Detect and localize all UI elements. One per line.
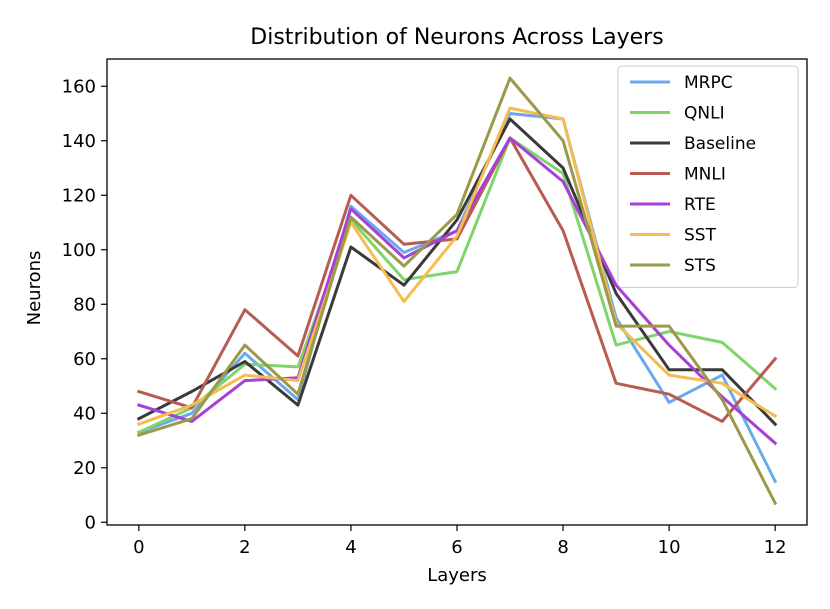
legend-label: QNLI: [684, 104, 725, 124]
legend-label: Baseline: [684, 134, 756, 154]
legend-box: [617, 65, 799, 288]
x-axis: 0 2 4 6 8 10 12: [133, 525, 787, 558]
legend-label: MRPC: [684, 73, 733, 93]
series-line-qnli: [136, 136, 778, 435]
x-axis-label: Layers: [427, 565, 487, 586]
legend: MRPC QNLI Baseline MNLI RTE SST STS: [617, 65, 799, 288]
series-line-rte: [136, 136, 778, 446]
series-line-mnli: [136, 136, 778, 423]
x-tick-label: 4: [345, 537, 356, 558]
y-tick-label: 0: [85, 512, 96, 533]
y-tick-label: 20: [73, 458, 96, 479]
x-tick-label: 6: [451, 537, 462, 558]
y-tick-label: 60: [73, 349, 96, 370]
x-tick-label: 0: [133, 537, 144, 558]
x-tick-label: 10: [658, 537, 681, 558]
legend-label: SST: [684, 226, 717, 246]
series-line-baseline: [136, 117, 778, 427]
y-tick-label: 40: [73, 403, 96, 424]
y-tick-label: 120: [62, 185, 96, 206]
y-tick-label: 140: [62, 131, 96, 152]
series-line-sts: [136, 76, 778, 506]
y-axis: 0 20 40 60 80 100 120 140 160: [62, 76, 107, 533]
legend-label: RTE: [684, 195, 716, 215]
x-tick-label: 2: [239, 537, 250, 558]
y-tick-label: 160: [62, 76, 96, 97]
legend-label: STS: [684, 256, 716, 276]
chart-title: Distribution of Neurons Across Layers: [250, 25, 663, 50]
x-tick-label: 12: [764, 537, 787, 558]
y-axis-label: Neurons: [24, 251, 45, 326]
x-tick-label: 8: [557, 537, 568, 558]
y-tick-label: 100: [62, 240, 96, 261]
series-line-sst: [136, 106, 778, 427]
legend-label: MNLI: [684, 165, 726, 185]
y-tick-label: 80: [73, 294, 96, 315]
plot-lines: [136, 76, 778, 506]
